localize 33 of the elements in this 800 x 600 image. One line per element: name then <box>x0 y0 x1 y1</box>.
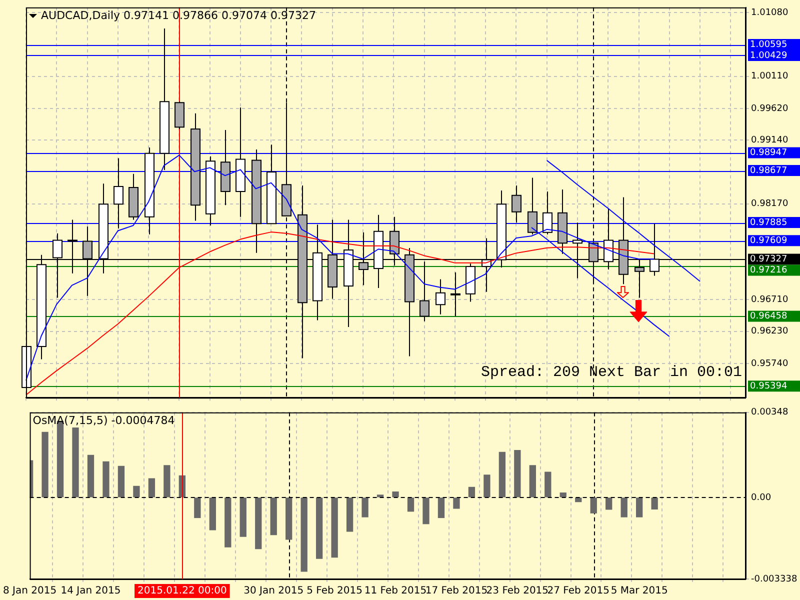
x-tick-label: 5 Feb 2015 <box>306 586 362 597</box>
annotation: Spread: 209 Next Bar in 00:01 <box>480 364 742 381</box>
y-tick-label: 1.00110 <box>751 72 788 82</box>
ref-line-label: 0.98677 <box>750 166 788 176</box>
y-tick-label: -0.003338 <box>751 574 798 584</box>
x-tick-label: 14 Jan 2015 <box>60 586 121 597</box>
y-tick-label: 0.99140 <box>751 135 788 146</box>
y-tick-label: 0.96230 <box>751 326 788 337</box>
ref-line-label: 1.00429 <box>750 50 788 61</box>
x-tick-label: 8 Jan 2015 <box>2 586 57 597</box>
y-tick-label: 0.00348 <box>751 408 788 418</box>
ref-line-label: 0.97609 <box>750 236 788 246</box>
y-tick-label: 0.99620 <box>751 104 788 114</box>
ref-line-label: 0.97216 <box>750 266 788 276</box>
ref-line-label: 1.00595 <box>750 40 788 50</box>
x-tick-label: 23 Feb 2015 <box>486 586 549 597</box>
y-tick-label: 0.96710 <box>751 295 788 306</box>
x-tick-label: 5 Mar 2015 <box>610 586 668 597</box>
y-tick-label: 0.95740 <box>751 358 788 369</box>
x-tick-label: 11 Feb 2015 <box>364 586 427 597</box>
ref-line-label: 0.95394 <box>750 382 788 392</box>
ref-line-label: 0.97327 <box>750 254 788 265</box>
ref-line-label: 0.97885 <box>750 218 788 228</box>
x-tick-label: 27 Feb 2015 <box>547 586 610 597</box>
chart-title: OsMA(7,15,5) -0.0004784 <box>32 414 175 428</box>
y-tick-label: 1.01080 <box>751 8 788 18</box>
ref-line-label: 0.96458 <box>750 312 788 322</box>
y-tick-label: 0.98170 <box>751 199 788 210</box>
x-tick-label: 2015.01.22 00:00 <box>138 586 227 597</box>
x-tick-label: 17 Feb 2015 <box>425 586 488 597</box>
y-tick-label: 0.00 <box>751 492 772 503</box>
x-tick-label: 30 Jan 2015 <box>244 586 304 597</box>
ref-line-label: 0.98947 <box>750 148 788 158</box>
